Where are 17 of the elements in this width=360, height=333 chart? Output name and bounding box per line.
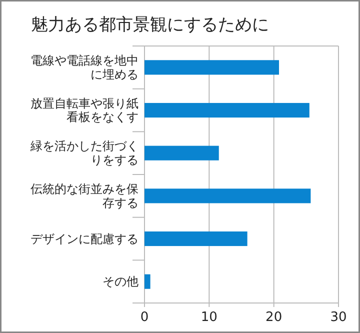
y-tick-label: 放置自転車や張り紙看板をなくす [30,96,138,124]
y-tick-label: その他 [102,274,138,289]
y-tick-label: デザインに配慮する [30,232,138,246]
bar [144,188,311,204]
bar [144,102,310,118]
bar [144,231,248,246]
bar [144,274,150,289]
y-tick-label: 緑を活かした街づくりをする [30,139,138,167]
x-tick-label: 20 [266,310,282,324]
x-tick-label: 30 [330,310,347,324]
y-tick-label: 電線や電話線を地中に埋める [30,54,138,82]
bar [144,146,219,160]
x-tick-label: 0 [140,310,149,324]
x-tick-label: 10 [200,310,218,324]
y-tick-label: 伝統的な街並みを保存する [30,182,138,210]
chart-title: 魅力ある都市景観にするために [31,15,269,35]
bar [144,60,280,75]
